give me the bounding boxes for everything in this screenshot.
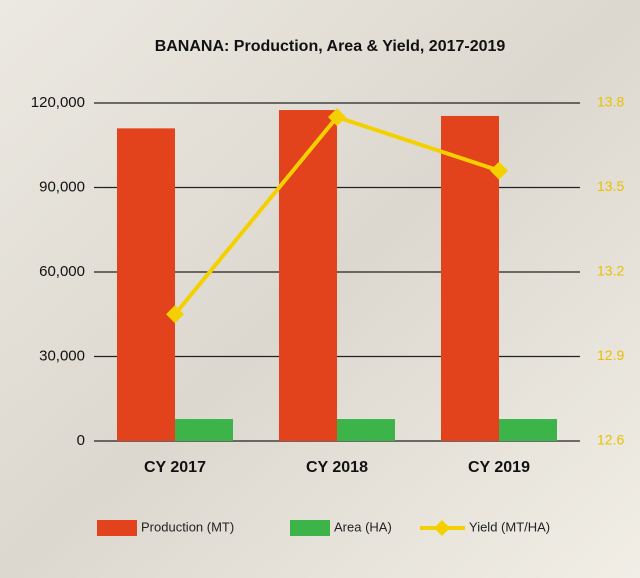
y-tick-label: 120,000 [31,94,85,111]
y-tick-label: 90,000 [39,178,85,195]
bar [499,419,557,441]
line-marker [166,305,184,324]
line-marker [490,161,508,180]
y-tick-label: 30,000 [39,347,85,364]
chart-title: BANANA: Production, Area & Yield, 2017-2… [155,38,506,55]
bar [175,419,233,441]
y2-tick-label: 13.2 [597,263,624,279]
x-tick-label: CY 2017 [144,459,206,476]
y2-tick-label: 12.6 [597,432,624,448]
legend-label: Yield (MT/HA) [469,519,550,534]
line-marker [328,108,346,127]
y-tick-label: 60,000 [39,263,85,280]
y2-tick-label: 13.8 [597,94,624,110]
bar [441,115,499,441]
y2-tick-label: 12.9 [597,347,624,363]
bar [279,110,337,442]
legend-swatch [290,520,330,536]
legend-label: Production (MT) [141,519,234,534]
x-tick-label: CY 2018 [306,459,368,476]
bar [117,128,175,441]
x-tick-label: CY 2019 [468,459,530,476]
y-tick-label: 0 [77,432,85,449]
legend-label: Area (HA) [334,519,392,534]
bar [337,419,395,441]
y2-tick-label: 13.5 [597,178,624,194]
legend-swatch [97,520,137,536]
legend-swatch [434,520,450,536]
